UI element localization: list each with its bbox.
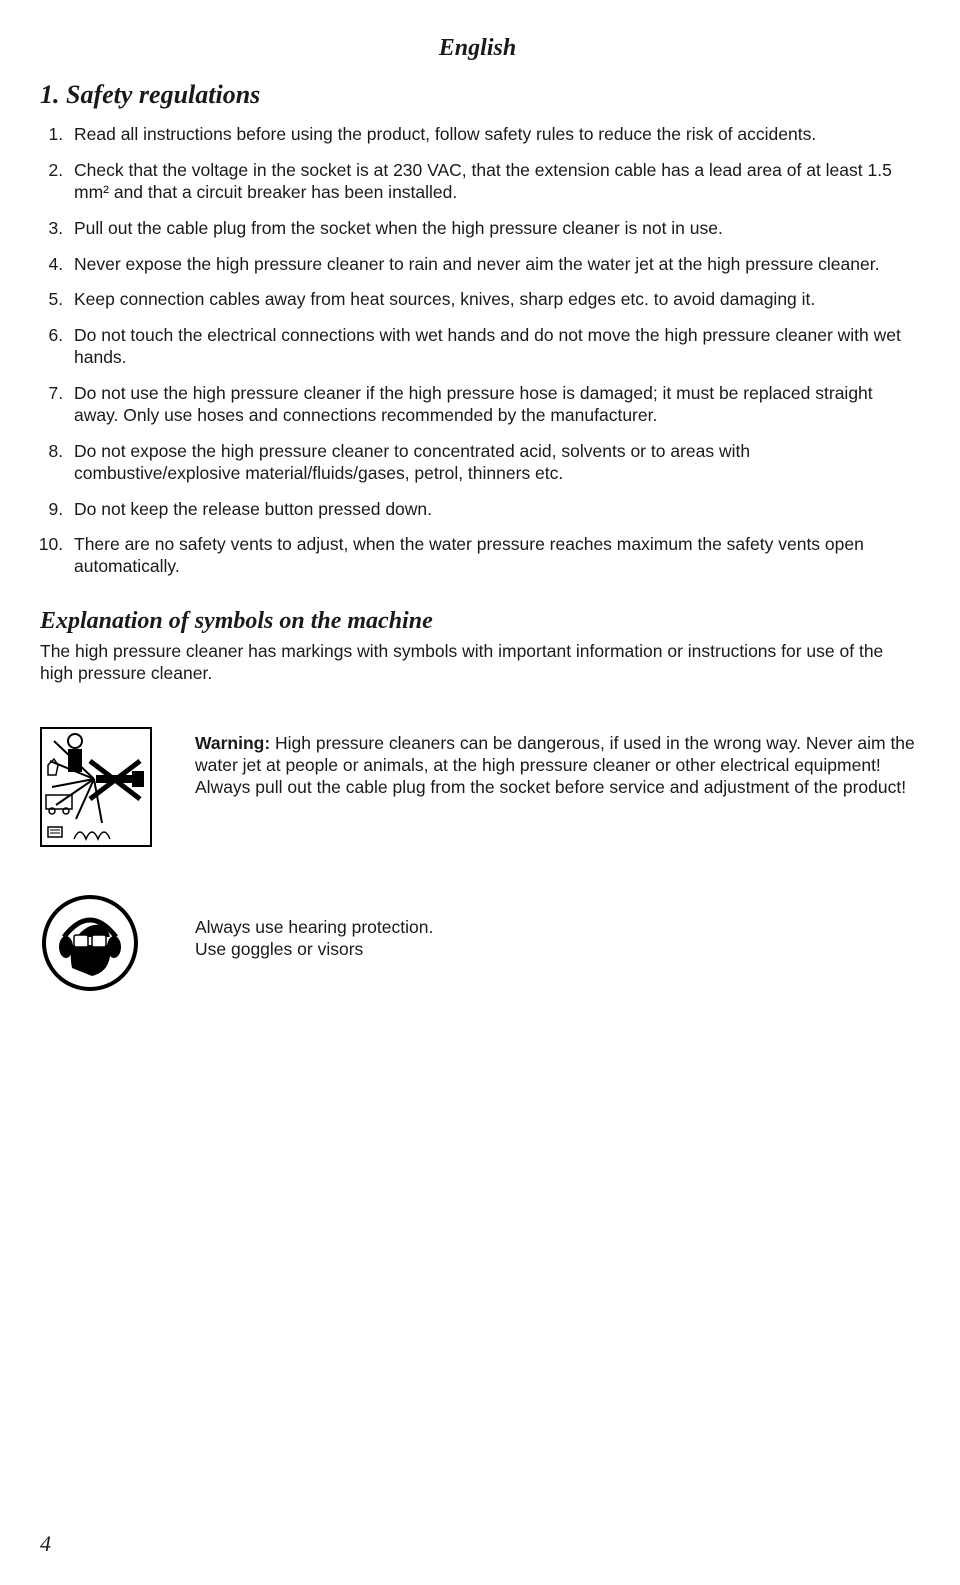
list-item: Pull out the cable plug from the socket … — [68, 218, 915, 240]
warning-text-block: Warning: High pressure cleaners can be d… — [195, 727, 915, 799]
section-title-safety: 1. Safety regulations — [40, 80, 915, 110]
page-number: 4 — [40, 1531, 51, 1557]
section-title-symbols: Explanation of symbols on the machine — [40, 608, 915, 635]
list-item: Check that the voltage in the socket is … — [68, 160, 915, 204]
warning-body: High pressure cleaners can be dangerous,… — [195, 733, 915, 797]
hearing-line-2: Use goggles or visors — [195, 939, 915, 961]
list-item: Never expose the high pressure cleaner t… — [68, 254, 915, 276]
warning-label: Warning: — [195, 733, 270, 753]
list-item: Do not expose the high pressure cleaner … — [68, 441, 915, 485]
hearing-text-block: Always use hearing protection. Use goggl… — [195, 893, 915, 961]
symbol-row-hearing: Always use hearing protection. Use goggl… — [40, 893, 915, 993]
language-header: English — [40, 35, 915, 62]
list-item: Do not use the high pressure cleaner if … — [68, 383, 915, 427]
safety-list: Read all instructions before using the p… — [40, 124, 915, 578]
list-item: Do not keep the release button pressed d… — [68, 499, 915, 521]
hearing-line-1: Always use hearing protection. — [195, 917, 915, 939]
document-page: English 1. Safety regulations Read all i… — [0, 0, 960, 1585]
hearing-protection-icon — [40, 893, 195, 993]
list-item: Read all instructions before using the p… — [68, 124, 915, 146]
list-item: Keep connection cables away from heat so… — [68, 289, 915, 311]
symbol-row-warning: Warning: High pressure cleaners can be d… — [40, 727, 915, 847]
symbols-intro: The high pressure cleaner has markings w… — [40, 641, 915, 685]
warning-pictogram-icon — [40, 727, 195, 847]
list-item: There are no safety vents to adjust, whe… — [68, 534, 915, 578]
list-item: Do not touch the electrical connections … — [68, 325, 915, 369]
